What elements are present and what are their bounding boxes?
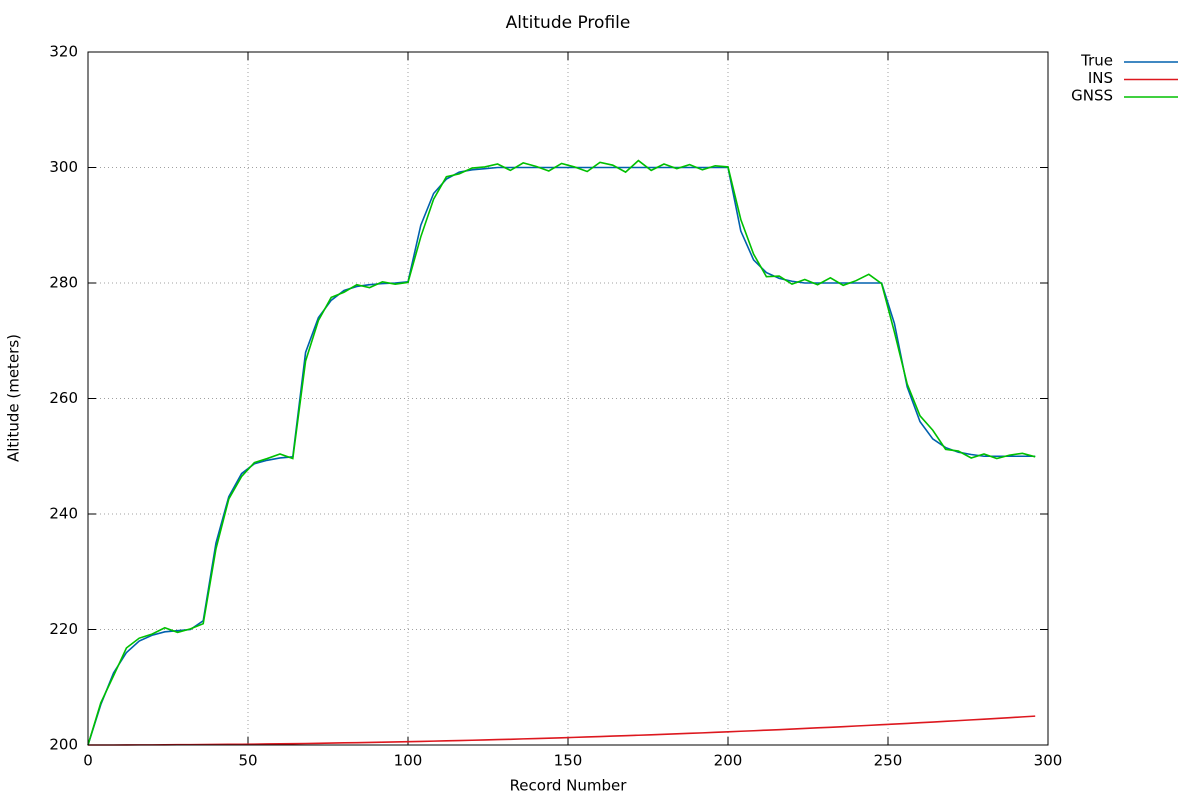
- y-tick-label: 200: [49, 736, 78, 754]
- x-tick-label: 200: [714, 752, 743, 770]
- y-tick-label: 280: [49, 274, 78, 292]
- x-tick-label: 250: [874, 752, 903, 770]
- x-tick-label: 150: [554, 752, 583, 770]
- y-tick-label: 260: [49, 389, 78, 407]
- series-line: [87, 166, 1036, 746]
- x-tick-label: 300: [1034, 752, 1063, 770]
- y-tick-label: 320: [49, 43, 78, 61]
- x-axis-label: Record Number: [510, 777, 628, 795]
- plot-border: [87, 51, 1049, 746]
- series-line: [87, 159, 1036, 746]
- legend-label: INS: [1088, 69, 1113, 87]
- y-tick-label: 240: [49, 505, 78, 523]
- x-tick-label: 100: [394, 752, 423, 770]
- y-axis-label: Altitude (meters): [5, 334, 23, 462]
- series-line: [88, 715, 1036, 746]
- legend-label: True: [1080, 52, 1113, 70]
- x-tick-label: 0: [83, 752, 93, 770]
- y-tick-label: 220: [49, 620, 78, 638]
- x-tick-label: 50: [238, 752, 257, 770]
- y-tick-label: 300: [49, 158, 78, 176]
- chart-title: Altitude Profile: [506, 13, 631, 33]
- legend-label: GNSS: [1071, 87, 1113, 105]
